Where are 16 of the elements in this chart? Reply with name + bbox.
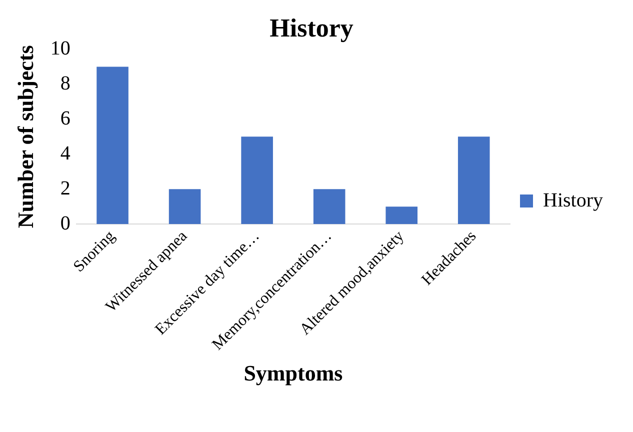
y-tick-label: 0 <box>60 212 70 234</box>
y-tick-label: 10 <box>50 37 70 60</box>
bar <box>313 189 346 224</box>
y-tick-label: 4 <box>60 142 70 164</box>
y-axis-title: Number of subjects <box>12 44 38 228</box>
y-tick-label: 6 <box>60 107 70 130</box>
chart-title: History <box>270 13 354 42</box>
bar <box>96 66 128 224</box>
y-tick-label: 2 <box>60 177 70 200</box>
bar <box>168 189 201 224</box>
bar <box>458 136 490 224</box>
y-tick-label: 8 <box>60 72 70 94</box>
bar <box>241 136 273 224</box>
bar <box>386 206 418 224</box>
x-axis-title: Symptoms <box>244 360 344 386</box>
legend-label: History <box>543 189 603 212</box>
